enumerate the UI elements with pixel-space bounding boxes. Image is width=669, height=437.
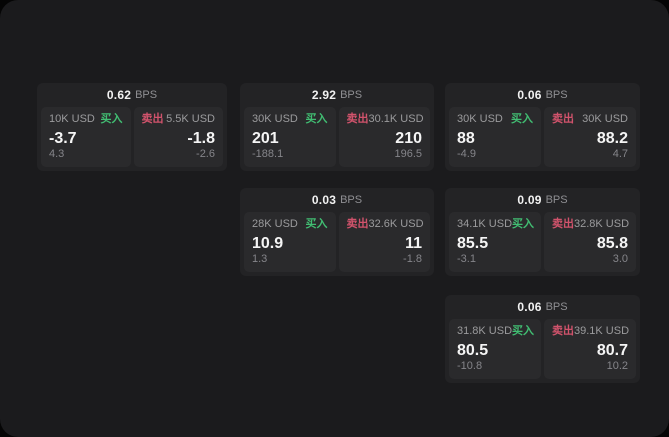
buy-side-label: 买入 — [100, 113, 123, 125]
sell-delta: 10.2 — [606, 360, 628, 372]
sell-side-label: 卖出 — [346, 113, 369, 125]
sell-notional: 30K USD — [582, 113, 628, 125]
sell-delta: 196.5 — [394, 148, 422, 160]
quote-card-3[interactable]: 0.06 BPS 30K USD 买入 88 -4.9 卖出 30K USD 8… — [445, 83, 640, 171]
sell-price: 88.2 — [596, 130, 628, 147]
quote-panels: 34.1K USD 买入 85.5 -3.1 卖出 32.8K USD 85.8… — [445, 212, 640, 276]
card-header: 0.03 BPS — [240, 188, 434, 212]
buy-panel[interactable]: 34.1K USD 买入 85.5 -3.1 — [449, 212, 541, 272]
bps-unit-label: BPS — [340, 194, 363, 206]
buy-price: 201 — [252, 130, 279, 147]
bps-unit-label: BPS — [340, 89, 363, 101]
sell-side-label: 卖出 — [346, 218, 369, 230]
sell-price: -1.8 — [187, 130, 215, 147]
sell-price: 85.8 — [596, 235, 628, 252]
quote-panels: 30K USD 买入 88 -4.9 卖出 30K USD 88.2 4.7 — [445, 107, 640, 171]
buy-side-label: 买入 — [305, 218, 328, 230]
buy-price: 80.5 — [457, 342, 489, 359]
sell-panel[interactable]: 卖出 39.1K USD 80.7 10.2 — [544, 319, 636, 379]
buy-notional: 10K USD — [49, 113, 95, 125]
quote-card-2[interactable]: 2.92 BPS 30K USD 买入 201 -188.1 卖出 30.1K … — [240, 83, 434, 171]
sell-delta: -1.8 — [403, 253, 422, 265]
sell-notional: 30.1K USD — [368, 113, 424, 125]
sell-price: 11 — [405, 235, 422, 252]
buy-panel[interactable]: 30K USD 买入 88 -4.9 — [449, 107, 541, 167]
sell-notional: 32.8K USD — [574, 218, 630, 230]
buy-price: -3.7 — [49, 130, 77, 147]
spread-bps-value: 0.62 — [106, 88, 132, 102]
buy-delta: -3.1 — [457, 253, 476, 265]
buy-panel[interactable]: 10K USD 买入 -3.7 4.3 — [41, 107, 131, 167]
quote-panels: 30K USD 买入 201 -188.1 卖出 30.1K USD 210 1… — [240, 107, 434, 171]
buy-notional: 30K USD — [457, 113, 503, 125]
sell-delta: 4.7 — [612, 148, 628, 160]
buy-panel[interactable]: 31.8K USD 买入 80.5 -10.8 — [449, 319, 541, 379]
spread-bps-value: 0.06 — [517, 88, 542, 102]
card-header: 2.92 BPS — [240, 83, 434, 107]
sell-notional: 32.6K USD — [368, 218, 424, 230]
buy-delta: -10.8 — [457, 360, 483, 372]
card-header: 0.62 BPS — [37, 83, 227, 107]
buy-panel[interactable]: 28K USD 买入 10.9 1.3 — [244, 212, 336, 272]
bps-unit-label: BPS — [545, 194, 568, 206]
buy-price: 85.5 — [457, 235, 489, 252]
buy-price: 88 — [457, 130, 475, 147]
quote-card-5[interactable]: 0.09 BPS 34.1K USD 买入 85.5 -3.1 卖出 32.8K… — [445, 188, 640, 276]
sell-notional: 5.5K USD — [166, 113, 215, 125]
buy-notional: 28K USD — [252, 218, 298, 230]
card-header: 0.06 BPS — [445, 295, 640, 319]
sell-panel[interactable]: 卖出 30K USD 88.2 4.7 — [544, 107, 636, 167]
buy-side-label: 买入 — [305, 113, 328, 125]
quote-card-1[interactable]: 0.62 BPS 10K USD 买入 -3.7 4.3 卖出 5.5K USD… — [37, 83, 227, 171]
sell-price: 80.7 — [596, 342, 628, 359]
buy-delta: 1.3 — [252, 253, 268, 265]
buy-delta: 4.3 — [49, 148, 65, 160]
sell-panel[interactable]: 卖出 32.6K USD 11 -1.8 — [338, 212, 430, 272]
quote-panels: 10K USD 买入 -3.7 4.3 卖出 5.5K USD -1.8 -2.… — [37, 107, 227, 171]
buy-notional: 31.8K USD — [457, 325, 513, 337]
spread-bps-value: 0.09 — [517, 193, 542, 207]
buy-side-label: 买入 — [512, 325, 535, 337]
card-header: 0.06 BPS — [445, 83, 640, 107]
quote-panels: 28K USD 买入 10.9 1.3 卖出 32.6K USD 11 -1.8 — [240, 212, 434, 276]
sell-side-label: 卖出 — [141, 113, 164, 125]
sell-notional: 39.1K USD — [574, 325, 630, 337]
sell-side-label: 卖出 — [552, 113, 574, 125]
buy-delta: -4.9 — [457, 148, 476, 160]
buy-side-label: 买入 — [512, 218, 535, 230]
sell-panel[interactable]: 卖出 30.1K USD 210 196.5 — [338, 107, 430, 167]
bps-unit-label: BPS — [135, 89, 158, 101]
buy-side-label: 买入 — [511, 113, 533, 125]
buy-notional: 30K USD — [252, 113, 298, 125]
spread-bps-value: 2.92 — [311, 88, 337, 102]
buy-notional: 34.1K USD — [457, 218, 513, 230]
sell-delta: -2.6 — [196, 148, 215, 160]
sell-panel[interactable]: 卖出 32.8K USD 85.8 3.0 — [544, 212, 636, 272]
quote-card-4[interactable]: 0.03 BPS 28K USD 买入 10.9 1.3 卖出 32.6K US… — [240, 188, 434, 276]
buy-panel[interactable]: 30K USD 买入 201 -188.1 — [244, 107, 336, 167]
bps-unit-label: BPS — [545, 89, 568, 101]
buy-delta: -188.1 — [252, 148, 284, 160]
spread-bps-value: 0.03 — [311, 193, 337, 207]
buy-price: 10.9 — [252, 235, 284, 252]
sell-panel[interactable]: 卖出 5.5K USD -1.8 -2.6 — [133, 107, 223, 167]
sell-delta: 3.0 — [612, 253, 628, 265]
quote-card-6[interactable]: 0.06 BPS 31.8K USD 买入 80.5 -10.8 卖出 39.1… — [445, 295, 640, 383]
bps-unit-label: BPS — [545, 301, 568, 313]
sell-side-label: 卖出 — [552, 325, 574, 337]
sell-price: 210 — [395, 130, 422, 147]
quote-panels: 31.8K USD 买入 80.5 -10.8 卖出 39.1K USD 80.… — [445, 319, 640, 383]
card-header: 0.09 BPS — [445, 188, 640, 212]
spread-bps-value: 0.06 — [517, 300, 542, 314]
sell-side-label: 卖出 — [552, 218, 574, 230]
